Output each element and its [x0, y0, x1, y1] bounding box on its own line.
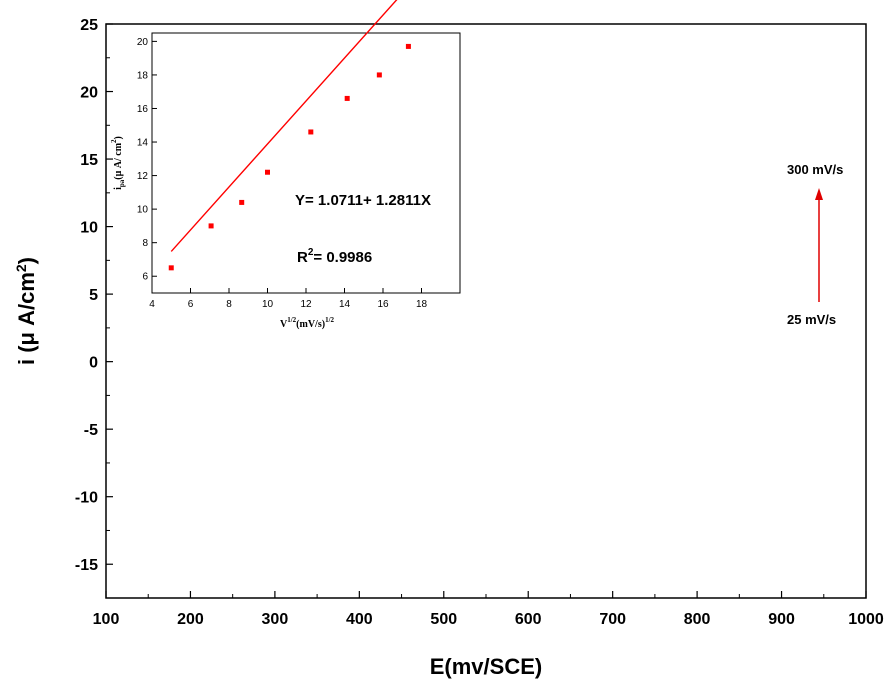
inset-data-point	[344, 95, 350, 101]
inset-data-point	[168, 265, 174, 271]
main-x-tick-label: 300	[262, 611, 289, 628]
main-x-tick-label: 100	[93, 611, 120, 628]
main-x-tick-label: 800	[684, 611, 711, 628]
inset-x-tick-label: 10	[262, 299, 274, 310]
main-y-axis: -15 -10 -5 0 5 10 15 20 25	[75, 17, 113, 599]
inset-y-tick-label: 12	[137, 171, 149, 182]
scan-rate-arrow-head	[815, 188, 823, 200]
main-y-tick-label: 20	[80, 85, 98, 102]
inset-plot-frame	[151, 32, 461, 294]
inset-x-axis: 4 6 8 10 12 14 16 18	[149, 288, 427, 310]
inset-x-tick-label: 6	[188, 299, 194, 310]
inset-data-point	[239, 199, 245, 205]
main-y-tick-label: 10	[80, 220, 98, 237]
inset-x-tick-label: 12	[300, 299, 312, 310]
inset-regression-line	[170, 0, 398, 252]
main-x-tick-label: 1000	[848, 611, 884, 628]
inset-x-tick-label: 14	[339, 299, 351, 310]
main-y-tick-label: -5	[84, 422, 98, 439]
inset-data-point	[376, 72, 382, 78]
inset-y-tick-label: 10	[137, 205, 149, 216]
inset-y-axis-label: ipa(μ A/ cm2)	[110, 136, 126, 190]
inset-y-tick-label: 14	[137, 138, 149, 149]
inset-data-point	[208, 223, 214, 229]
main-y-tick-label: 25	[80, 17, 98, 34]
main-x-tick-label: 600	[515, 611, 542, 628]
main-y-tick-label: 15	[80, 152, 98, 169]
inset-equation: Y= 1.0711+ 1.2811X	[295, 192, 431, 209]
main-x-tick-label: 500	[430, 611, 457, 628]
main-x-tick-label: 700	[599, 611, 626, 628]
inset-y-tick-label: 18	[137, 70, 149, 81]
inset-fit-line	[170, 0, 398, 252]
inset-x-tick-label: 4	[149, 299, 155, 310]
main-x-tick-label: 200	[177, 611, 204, 628]
inset-y-tick-label: 16	[137, 104, 149, 115]
inset-x-tick-label: 8	[226, 299, 232, 310]
inset-x-axis-label: V1/2(mV/s)1/2	[280, 316, 335, 330]
annotation-300-mvs: 300 mV/s	[787, 162, 843, 177]
main-y-tick-label: -15	[75, 557, 98, 574]
inset-x-tick-label: 18	[416, 299, 428, 310]
inset-r-squared: R2= 0.9986	[297, 247, 372, 266]
inset-points	[168, 43, 411, 271]
annotation-25-mvs: 25 mV/s	[787, 312, 836, 327]
main-x-tick-label: 400	[346, 611, 373, 628]
inset-data-point	[405, 43, 411, 49]
inset-y-axis: 6 8 10 12 14 16 18 20	[137, 37, 157, 283]
inset-y-tick-label: 8	[142, 238, 148, 249]
main-x-axis-label: E(mv/SCE)	[430, 654, 542, 679]
main-x-tick-label: 900	[768, 611, 795, 628]
inset-data-point	[265, 169, 270, 175]
main-y-axis-label: i (μ A/cm2)	[13, 257, 39, 365]
main-x-axis: 100 200 300 400 500 600 700 800 900 1000	[93, 591, 884, 628]
inset-y-tick-label: 6	[142, 272, 148, 283]
main-y-tick-label: 5	[89, 287, 98, 304]
main-y-tick-label: -10	[75, 490, 98, 507]
inset-x-tick-label: 16	[377, 299, 389, 310]
inset-y-tick-label: 20	[137, 37, 149, 48]
main-y-tick-label: 0	[89, 355, 98, 372]
inset-data-point	[308, 129, 314, 135]
inset-plot: 4 6 8 10 12 14 16 18 6 8 10 12 14 16 18 20 Y= 1.0711+ …	[110, 0, 461, 330]
